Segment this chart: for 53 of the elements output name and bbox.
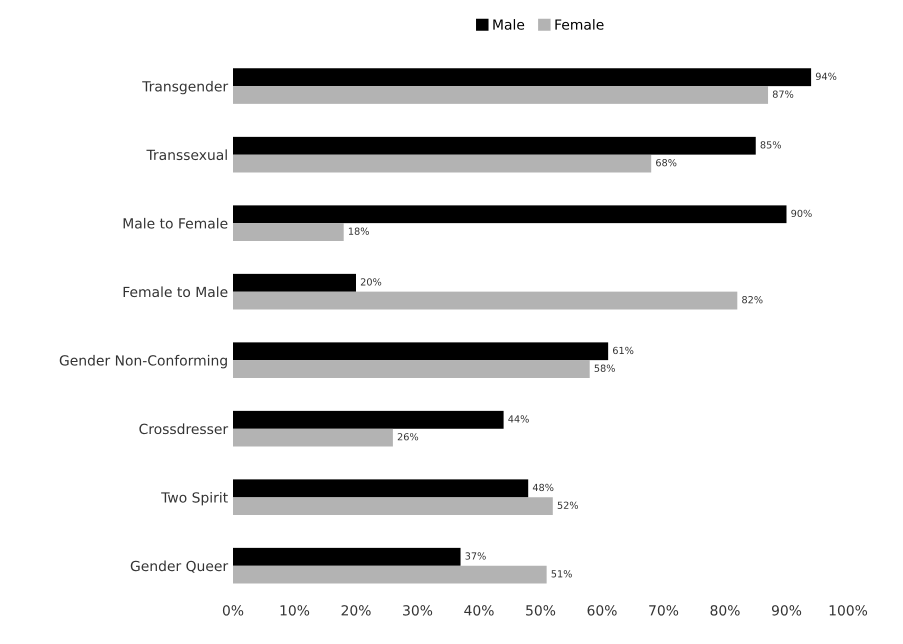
data-label: 52% bbox=[558, 502, 578, 509]
data-label: 87% bbox=[772, 90, 794, 98]
data-label: 68% bbox=[656, 159, 676, 166]
y-tick-label: Female to Male bbox=[124, 286, 228, 298]
bar bbox=[233, 548, 461, 566]
data-label: 51% bbox=[552, 570, 572, 578]
y-tick-label: Gender Non-Conforming bbox=[60, 354, 227, 368]
y-tick-label: Transgender bbox=[142, 80, 228, 94]
x-tick-label: 50% bbox=[526, 605, 556, 616]
bar bbox=[233, 136, 756, 155]
bar bbox=[233, 68, 812, 86]
bar bbox=[233, 274, 356, 292]
data-label: 37% bbox=[465, 552, 486, 560]
data-label: 44% bbox=[508, 415, 529, 423]
x-tick-label: 90% bbox=[772, 605, 802, 616]
x-tick-label: 40% bbox=[464, 605, 494, 616]
bar bbox=[233, 292, 738, 310]
x-tick-label: 80% bbox=[710, 605, 740, 616]
x-tick-label: 20% bbox=[342, 605, 371, 616]
bar bbox=[233, 497, 553, 516]
bar bbox=[233, 479, 528, 498]
bar bbox=[233, 566, 547, 584]
y-tick-label: Crossdresser bbox=[139, 423, 228, 434]
bar bbox=[233, 86, 768, 104]
data-label: 82% bbox=[742, 296, 763, 304]
x-tick-label: 30% bbox=[403, 605, 432, 616]
x-tick-label: 10% bbox=[280, 605, 310, 616]
x-tick-label: 60% bbox=[588, 605, 617, 616]
bar bbox=[233, 223, 344, 241]
y-tick-label: Transsexual bbox=[146, 149, 227, 160]
data-label: 58% bbox=[594, 364, 615, 372]
data-label: 20% bbox=[360, 278, 382, 286]
legend-label: Male bbox=[493, 19, 524, 30]
y-tick-label: Male to Female bbox=[124, 218, 228, 229]
bar bbox=[233, 360, 590, 378]
data-label: 18% bbox=[348, 228, 369, 235]
data-label: 90% bbox=[791, 210, 812, 218]
data-label: 48% bbox=[532, 484, 554, 492]
bar bbox=[233, 428, 393, 447]
data-label: 26% bbox=[398, 433, 418, 440]
data-label: 61% bbox=[612, 346, 634, 354]
y-tick-label: Two Spirit bbox=[161, 492, 228, 506]
bar bbox=[233, 342, 608, 360]
x-tick-label: 0% bbox=[222, 605, 244, 616]
data-label: 94% bbox=[816, 72, 836, 80]
bar bbox=[233, 154, 652, 172]
legend-label: Female bbox=[555, 19, 604, 30]
x-tick-label: 100% bbox=[830, 605, 868, 616]
data-label: 85% bbox=[760, 141, 781, 149]
y-tick-label: Gender Queer bbox=[130, 560, 228, 573]
x-tick-label: 70% bbox=[649, 605, 678, 616]
bar bbox=[233, 205, 786, 224]
bar bbox=[233, 410, 504, 429]
